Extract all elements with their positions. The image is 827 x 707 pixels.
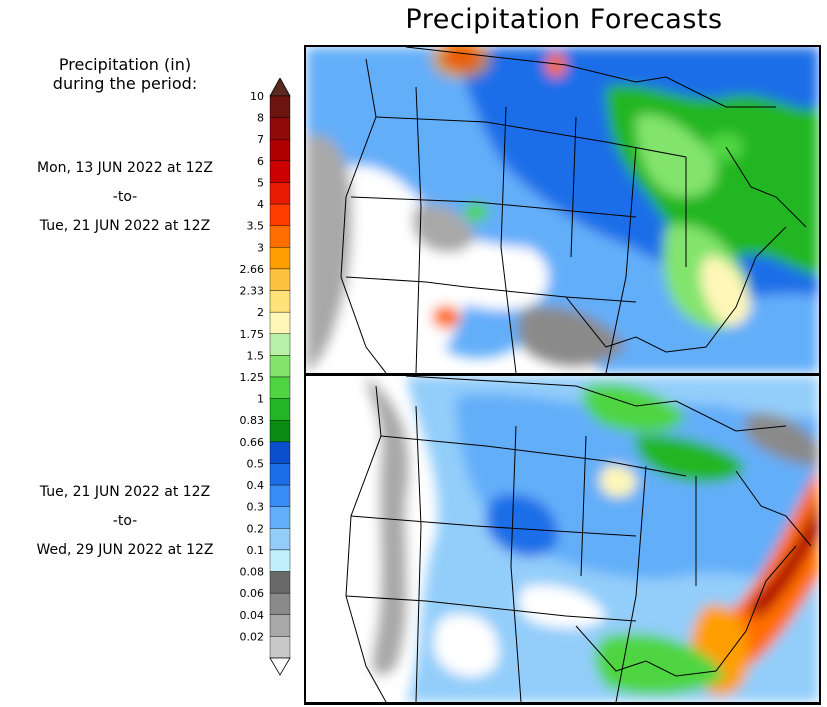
scale-tick-label: 0.4 — [247, 479, 265, 492]
scale-tick-label: 1.75 — [240, 328, 265, 341]
scale-tick-label: 1 — [257, 393, 264, 406]
scale-swatch — [269, 139, 291, 162]
scale-swatch — [269, 506, 291, 529]
forecast-map-period-2 — [304, 374, 821, 704]
scale-swatch — [269, 592, 291, 615]
scale-swatch — [269, 398, 291, 421]
scale-tick-label: 4 — [257, 198, 264, 211]
precipitation-color-scale: 10 8 7 6 5 4 3.5 3 2.66 2.33 2 1.75 1.5 1.25 1 0.83 0.66… — [240, 78, 291, 676]
period-2-label: Tue, 21 JUN 2022 at 12Z -to- Wed, 29 JUN… — [10, 478, 240, 565]
scale-tick-label: 1.25 — [240, 371, 265, 384]
legend-heading-line-2: during the period: — [52, 74, 198, 93]
scale-tick-label: 2 — [257, 306, 264, 319]
period-1-separator: -to- — [112, 189, 138, 205]
scale-tick-label: 2.66 — [240, 263, 265, 276]
scale-swatch — [269, 333, 291, 356]
scale-tick-label: 0.66 — [240, 436, 265, 449]
scale-swatch — [269, 290, 291, 313]
page-title: Precipitation Forecasts — [405, 4, 723, 35]
scale-swatch — [269, 614, 291, 637]
scale-swatch — [269, 571, 291, 594]
scale-swatch — [269, 95, 291, 118]
scale-tick-label: 0.04 — [240, 609, 265, 622]
scale-overflow-triangle — [269, 78, 291, 97]
scale-swatch — [269, 376, 291, 399]
scale-tick-label: 0.2 — [247, 522, 265, 535]
scale-swatch — [269, 311, 291, 334]
forecast-map-2-canvas — [306, 376, 819, 702]
scale-tick-label: 3 — [257, 241, 264, 254]
scale-tick-label: 2.33 — [240, 285, 265, 298]
period-2-separator: -to- — [112, 513, 138, 529]
period-1-start: Mon, 13 JUN 2022 at 12Z — [37, 160, 213, 176]
scale-swatch — [269, 441, 291, 464]
scale-tick-label: 8 — [257, 112, 264, 125]
period-1-end: Tue, 21 JUN 2022 at 12Z — [39, 218, 211, 234]
period-2-start: Tue, 21 JUN 2022 at 12Z — [39, 484, 211, 500]
scale-swatch — [269, 225, 291, 248]
scale-tick-label: 7 — [257, 133, 264, 146]
scale-swatch — [269, 182, 291, 205]
scale-tick-label: 3.5 — [247, 220, 265, 233]
forecast-map-period-1 — [304, 45, 821, 375]
scale-swatch — [269, 420, 291, 443]
scale-tick-label: 0.5 — [247, 457, 265, 470]
scale-underflow-triangle — [269, 657, 291, 676]
scale-tick-label: 0.02 — [240, 630, 265, 643]
legend-heading-line-1: Precipitation (in) — [58, 55, 192, 74]
scale-swatch — [269, 528, 291, 551]
scale-swatch — [269, 549, 291, 572]
scale-swatch — [269, 355, 291, 378]
period-2-end: Wed, 29 JUN 2022 at 12Z — [36, 542, 214, 558]
scale-tick-label: 0.3 — [247, 501, 265, 514]
scale-tick-label: 6 — [257, 155, 264, 168]
scale-tick-label: 0.08 — [240, 566, 265, 579]
scale-tick-label: 1.5 — [247, 349, 265, 362]
scale-tick-label: 5 — [257, 176, 264, 189]
scale-swatch — [269, 484, 291, 507]
scale-swatch — [269, 247, 291, 270]
legend-heading: Precipitation (in) during the period: — [20, 55, 230, 93]
map-bottom-border — [304, 703, 821, 705]
precip-field-2 — [306, 376, 819, 702]
scale-tick-label: 0.1 — [247, 544, 265, 557]
scale-tick-label: 0.83 — [240, 414, 265, 427]
scale-tick-label: 0.06 — [240, 587, 265, 600]
boundaries-2 — [345, 376, 812, 702]
scale-swatch — [269, 117, 291, 140]
scale-swatch — [269, 160, 291, 183]
scale-swatch — [269, 463, 291, 486]
scale-tick-label: 10 — [250, 90, 264, 103]
forecast-map-1-canvas — [306, 47, 819, 373]
boundaries-1 — [340, 47, 807, 373]
scale-swatch — [269, 203, 291, 226]
scale-swatch — [269, 268, 291, 291]
scale-swatch — [269, 636, 291, 659]
period-1-label: Mon, 13 JUN 2022 at 12Z -to- Tue, 21 JUN… — [10, 154, 240, 241]
